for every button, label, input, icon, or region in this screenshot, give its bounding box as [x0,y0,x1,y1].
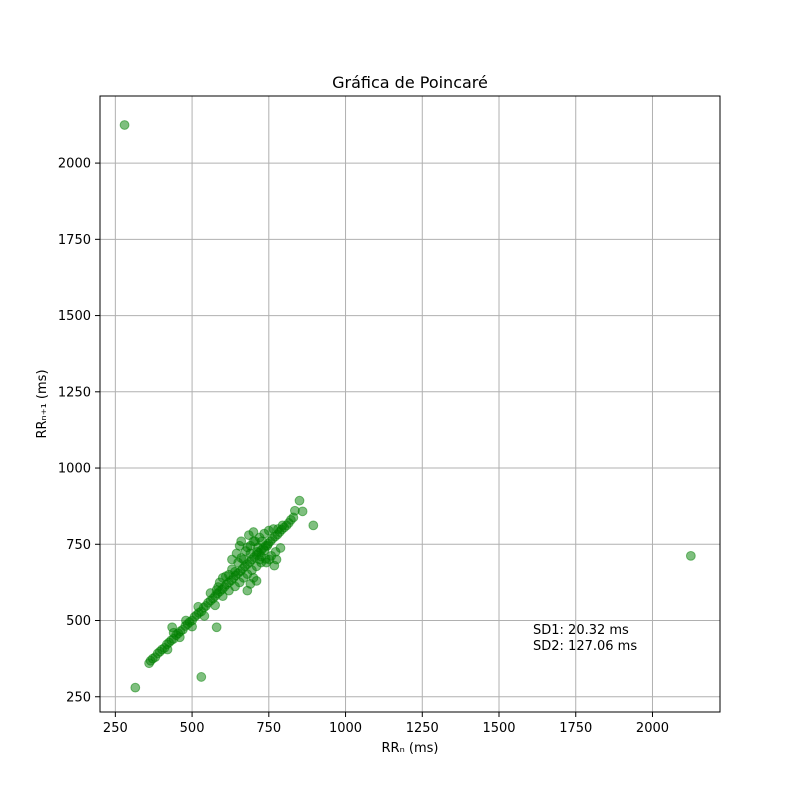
data-point-128 [119,120,130,130]
data-point-99 [277,520,288,531]
x-tick-label: 250 [103,721,128,736]
data-point-138 [211,585,222,595]
chart-title: Gráfica de Poincaré [332,73,488,92]
data-point-118 [217,572,228,583]
data-point-130 [130,682,141,693]
annotation-sd1: SD1: 20.32 ms [533,623,629,638]
data-point-127 [256,551,267,562]
data-point-135 [308,520,319,531]
x-tick-label: 1000 [329,721,362,736]
data-point-72 [210,600,220,611]
data-point-129 [685,550,696,561]
data-point-116 [227,554,237,565]
data-point-67 [181,615,191,626]
data-point-70 [199,611,210,621]
x-tick-label: 750 [256,721,281,736]
data-point-69 [193,601,204,612]
data-point-139 [242,585,253,596]
data-point-102 [238,554,249,565]
y-tick-label: 1500 [58,309,91,324]
plot-frame [99,95,721,713]
y-tick-label: 1000 [58,462,91,477]
data-point-132 [211,622,222,633]
y-axis-title: RRₙ₊₁ (ms) [35,369,50,438]
data-point-125 [242,542,253,553]
y-tick-label: 1250 [58,385,91,400]
data-point-111 [271,554,282,565]
data-point-134 [294,495,305,506]
x-tick-label: 1750 [559,721,592,736]
data-point-137 [290,505,300,516]
data-point-120 [236,536,247,547]
data-point-64 [162,644,173,655]
data-point-131 [196,672,207,682]
annotation-sd2: SD2: 127.06 ms [533,639,637,654]
y-tick-label: 500 [66,614,91,629]
scatter-points [119,120,696,693]
axis-ticks: 250 500 750 1000 1250 1500 1750 2000 250 500 750 10… [58,157,669,736]
data-point-66 [174,632,185,643]
grid-lines [100,96,720,712]
y-tick-label: 1750 [58,233,91,248]
y-tick-label: 2000 [58,157,91,172]
y-tick-label: 250 [66,690,91,705]
x-tick-label: 500 [180,721,205,736]
data-point-133 [167,622,178,633]
data-point-104 [248,527,259,537]
x-tick-label: 1500 [482,721,515,736]
x-tick-label: 2000 [636,721,669,736]
x-tick-label: 1250 [406,721,439,736]
data-point-121 [248,536,259,547]
data-point-98 [275,543,286,553]
data-point-68 [187,621,197,632]
x-axis-title: RRₙ (ms) [382,741,439,756]
data-point-74 [217,591,228,602]
y-tick-label: 750 [66,538,91,553]
